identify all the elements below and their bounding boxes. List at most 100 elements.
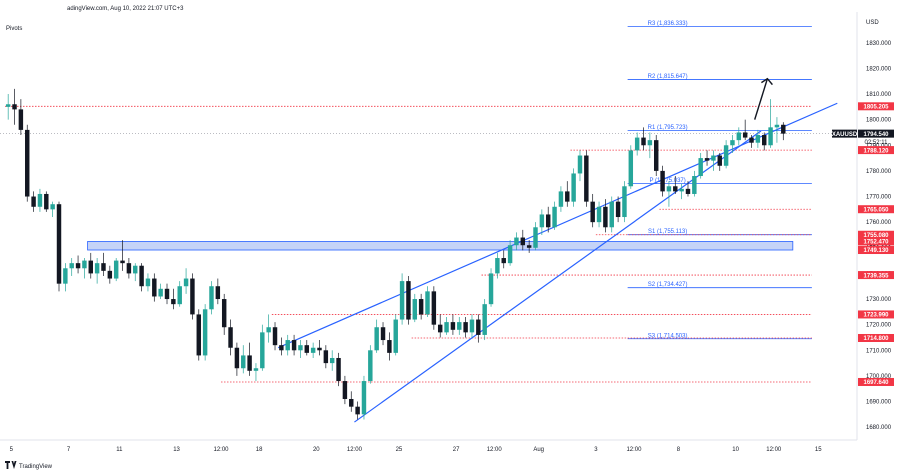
- candle-body: [634, 137, 640, 151]
- candle-body: [425, 291, 430, 315]
- candle-body: [387, 340, 392, 353]
- time-tick-label: 3: [594, 447, 598, 453]
- candle-body: [742, 132, 748, 138]
- price-tag-label: 1805.205: [863, 105, 889, 111]
- candle-body: [552, 206, 557, 228]
- candle-body: [380, 327, 386, 341]
- candle-body: [349, 398, 354, 407]
- candle-body: [514, 237, 519, 246]
- price-tick-label: 1770.000: [866, 195, 892, 201]
- time-tick-label: 25: [396, 447, 403, 453]
- candle-body: [482, 304, 487, 335]
- candle-body: [190, 278, 195, 315]
- candle-body: [310, 347, 316, 353]
- candle-body: [628, 150, 634, 187]
- candle-body: [171, 299, 176, 305]
- candle-body: [304, 345, 310, 353]
- time-axis[interactable]: 5 7 11 13 12:00 18 20 12:00 25 27 12:00 Aug 3 12:00 8 1…: [10, 447, 823, 453]
- price-tick-label: 1760.000: [866, 220, 892, 226]
- time-tick-label: Aug: [533, 447, 544, 453]
- candle-body: [584, 155, 589, 202]
- candle-body: [209, 286, 214, 310]
- candle-body: [279, 345, 284, 351]
- price-tag-label: 1739.355: [863, 273, 889, 279]
- candle-body: [418, 299, 424, 315]
- candle-body: [152, 278, 157, 297]
- candle-body: [622, 186, 627, 218]
- pivot-label: R3 (1,836.333): [648, 21, 688, 27]
- time-tick-label: 13: [173, 447, 180, 453]
- symbol-tag-label: XAUUSD: [832, 132, 858, 138]
- candle-body: [399, 281, 405, 320]
- candle-body: [673, 186, 678, 192]
- candle-body: [107, 270, 113, 279]
- candle-body: [63, 268, 68, 284]
- candle-body: [590, 201, 595, 223]
- candle-body: [444, 322, 449, 333]
- candle-body: [533, 227, 538, 248]
- candle-body: [711, 155, 716, 161]
- candle-body: [768, 127, 773, 146]
- candle-body: [88, 260, 93, 274]
- candle-body: [431, 291, 437, 325]
- pivot-label: S1 (1,755.113): [648, 229, 687, 235]
- time-tick-label: 12:00: [626, 447, 642, 453]
- price-tag-label: 1765.050: [863, 207, 889, 213]
- price-tag-label: 1794.540: [863, 132, 889, 138]
- current-price-tag: [858, 129, 894, 138]
- price-tick-label: 1820.000: [866, 66, 892, 72]
- price-level-tag: [858, 271, 894, 280]
- candle-layer: [5, 88, 786, 420]
- candle-body: [56, 204, 62, 284]
- candle-body: [781, 124, 786, 134]
- candle-body: [526, 245, 532, 248]
- candle-body: [666, 186, 672, 192]
- indicator-label[interactable]: Pivots: [6, 26, 22, 32]
- price-tag-label: 1723.990: [863, 313, 889, 319]
- candle-body: [679, 188, 684, 192]
- currency-label: USD: [866, 20, 879, 26]
- candle-body: [139, 265, 144, 287]
- candle-body: [463, 322, 468, 333]
- price-level-tag: [858, 310, 894, 319]
- candle-body: [241, 355, 246, 369]
- tradingview-logo[interactable]: TradingView: [4, 461, 53, 470]
- candle-body: [158, 288, 163, 297]
- price-level-tag: [858, 230, 894, 239]
- zone-layer: [87, 241, 794, 251]
- candle-body: [298, 345, 303, 351]
- candle-body: [488, 273, 494, 305]
- candle-body: [133, 265, 138, 274]
- time-tick-label: 27: [453, 447, 460, 453]
- candle-body: [577, 155, 583, 174]
- candle-body: [94, 263, 100, 274]
- price-tick-label: 1710.000: [866, 348, 892, 354]
- candle-body: [44, 193, 49, 210]
- price-tag-layer: 1805.205 1794.540 XAUUSD 02:52:11 1788.120 17…: [832, 102, 894, 386]
- candle-body: [291, 340, 297, 351]
- price-tag-label: 1714.800: [863, 336, 889, 342]
- price-tick-label: 1720.000: [866, 323, 892, 329]
- candle-body: [336, 357, 341, 382]
- candle-body: [5, 104, 11, 107]
- support-zone-rect: [87, 241, 794, 251]
- time-tick-label: 15: [815, 447, 822, 453]
- candle-body: [698, 158, 703, 177]
- candle-body: [755, 135, 761, 143]
- candle-body: [75, 263, 81, 269]
- candle-body: [145, 278, 151, 287]
- candle-body: [202, 309, 208, 356]
- arrow-layer: [754, 77, 773, 120]
- pivot-label: R1 (1,795.723): [648, 125, 688, 131]
- candle-body: [704, 158, 710, 161]
- price-tick-label: 1800.000: [866, 118, 892, 124]
- time-tick-label: 18: [256, 447, 263, 453]
- candle-body: [177, 286, 182, 305]
- pivot-label: R2 (1,815.647): [648, 74, 688, 80]
- candle-body: [253, 368, 259, 371]
- price-tick-label: 1700.000: [866, 374, 892, 380]
- price-tag-label: 1752.470: [863, 240, 889, 246]
- candle-body: [730, 140, 735, 146]
